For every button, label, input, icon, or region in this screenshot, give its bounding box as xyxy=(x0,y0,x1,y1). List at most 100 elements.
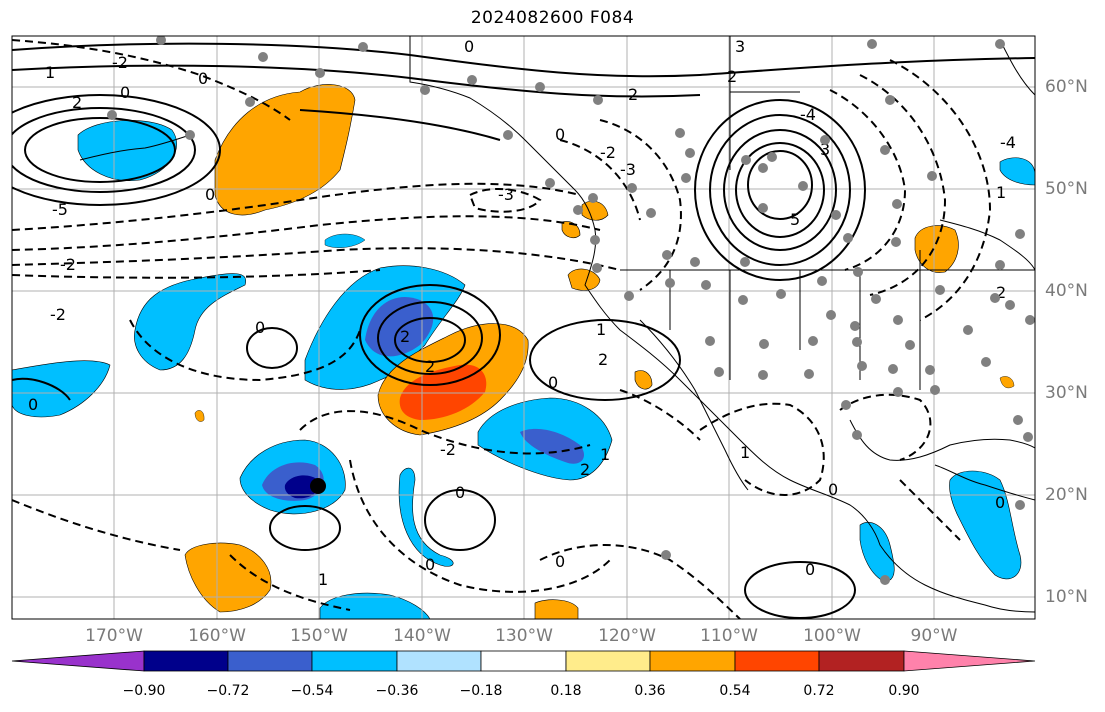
negative-anomaly-region xyxy=(398,467,454,567)
negative-anomaly-region xyxy=(12,360,111,418)
colorbar-segment xyxy=(649,650,736,672)
colorbar-segment xyxy=(227,650,313,672)
contour-label: -4 xyxy=(800,105,816,124)
contour-label: 0 xyxy=(120,83,130,102)
map-frame xyxy=(11,35,1036,620)
strong-negative-core xyxy=(520,428,585,464)
colorbar-segment xyxy=(143,650,229,672)
lat-label: 20°N xyxy=(1045,485,1088,505)
negative-anomaly-region xyxy=(999,157,1035,186)
colorbar xyxy=(11,650,1036,672)
lat-label: 30°N xyxy=(1045,383,1088,403)
lon-label: 140°W xyxy=(393,626,451,646)
very-strong-negative-core xyxy=(284,475,319,499)
contour-label: 2 xyxy=(580,460,590,479)
colorbar-tick-label: 0.54 xyxy=(719,683,751,699)
colorbar-tick-label: 0.90 xyxy=(888,683,920,699)
colorbar-tick-label: −0.54 xyxy=(290,683,334,699)
lat-label: 60°N xyxy=(1045,77,1088,97)
contour-label: 2 xyxy=(727,67,737,86)
negative-anomaly-region xyxy=(134,273,247,371)
colorbar-tick-label: −0.90 xyxy=(122,683,166,699)
contour-label: 2 xyxy=(598,350,608,369)
contour-label-layer: 0 -2 1 0 2 0 -5 -2 -2 0 0 0 2 -2 -3 -3 3… xyxy=(28,37,1016,589)
lon-label: 170°W xyxy=(85,626,143,646)
lat-label: 50°N xyxy=(1045,179,1088,199)
colorbar-tick-label: −0.72 xyxy=(206,683,250,699)
strong-negative-core xyxy=(365,296,434,357)
positive-anomaly-region xyxy=(567,268,601,291)
contour-label: 0 xyxy=(805,560,815,579)
positive-anomaly-region xyxy=(634,370,653,390)
negative-anomaly-region xyxy=(859,522,895,583)
contour-label: 1 xyxy=(45,63,55,82)
colorbar-extend-high xyxy=(903,650,1036,672)
negative-anomaly-region xyxy=(319,592,431,619)
lon-label: 90°W xyxy=(910,626,958,646)
contour-label: 2 xyxy=(425,357,435,376)
contour-label: 1 xyxy=(996,183,1006,202)
colorbar-segment xyxy=(396,650,482,672)
negative-anomaly-region xyxy=(324,233,366,248)
lat-label: 10°N xyxy=(1045,587,1088,607)
contour-label: -2 xyxy=(600,143,616,162)
contour-label: 1 xyxy=(600,445,610,464)
lat-label: 40°N xyxy=(1045,281,1088,301)
lon-label: 100°W xyxy=(803,626,861,646)
contour-label: 0 xyxy=(205,185,215,204)
contour-label: 0 xyxy=(28,395,38,414)
colorbar-tick-label: 0.72 xyxy=(803,683,835,699)
contour-label: 3 xyxy=(735,37,745,56)
colorbar-segment xyxy=(565,650,651,672)
contour-label: -5 xyxy=(52,200,68,219)
contour-label: 0 xyxy=(555,552,565,571)
contour-label: 1 xyxy=(740,443,750,462)
contour-label: 2 xyxy=(400,327,410,346)
contour-label: 0 xyxy=(995,493,1005,512)
map-title: 2024082600 F084 xyxy=(470,8,635,28)
contour-label: 0 xyxy=(828,480,838,499)
contour-lines xyxy=(12,39,1035,619)
colorbar-segment xyxy=(480,650,567,672)
contour-label: -2 xyxy=(112,53,128,72)
contour-label: -2 xyxy=(60,255,76,274)
colorbar-extend-low xyxy=(11,650,145,672)
colorbar-segment xyxy=(818,650,905,672)
contour-label: 3 xyxy=(820,140,830,159)
contour-label: 1 xyxy=(318,570,328,589)
contour-label: -2 xyxy=(50,305,66,324)
contour-label: -4 xyxy=(1000,133,1016,152)
contour-label: 0 xyxy=(464,37,474,56)
coastlines xyxy=(79,36,1035,613)
contour-label: 0 xyxy=(548,373,558,392)
contour-label: 1 xyxy=(596,320,606,339)
contour-label: 0 xyxy=(255,318,265,337)
contour-label: 0 xyxy=(425,555,435,574)
lon-label: 150°W xyxy=(290,626,348,646)
contour-label: 2 xyxy=(72,93,82,112)
positive-anomaly-region xyxy=(184,542,272,613)
lon-label: 130°W xyxy=(495,626,553,646)
contour-label: 0 xyxy=(455,483,465,502)
positive-anomaly-region xyxy=(999,376,1015,389)
lon-label: 120°W xyxy=(598,626,656,646)
contour-label: 2 xyxy=(996,283,1006,302)
colorbar-segment xyxy=(734,650,820,672)
negative-anomaly-region xyxy=(949,470,1022,580)
colorbar-segment xyxy=(311,650,398,672)
map-plot-area: 0 -2 1 0 2 0 -5 -2 -2 0 0 0 2 -2 -3 -3 3… xyxy=(12,36,1035,619)
positive-anomaly-region xyxy=(194,410,205,422)
contour-label: -3 xyxy=(620,160,636,179)
positive-anomaly-region xyxy=(214,84,356,216)
contour-label: 2 xyxy=(628,85,638,104)
contour-label: -3 xyxy=(498,185,514,204)
contour-label: -2 xyxy=(440,440,456,459)
colorbar-tick-label: −0.18 xyxy=(459,683,503,699)
station-markers xyxy=(107,36,1035,585)
contour-label: 0 xyxy=(555,125,565,144)
colorbar-tick-label: 0.18 xyxy=(550,683,582,699)
colorbar-tick-label: 0.36 xyxy=(634,683,666,699)
positive-anomaly-region xyxy=(534,599,579,619)
storm-center-marker xyxy=(310,478,326,494)
